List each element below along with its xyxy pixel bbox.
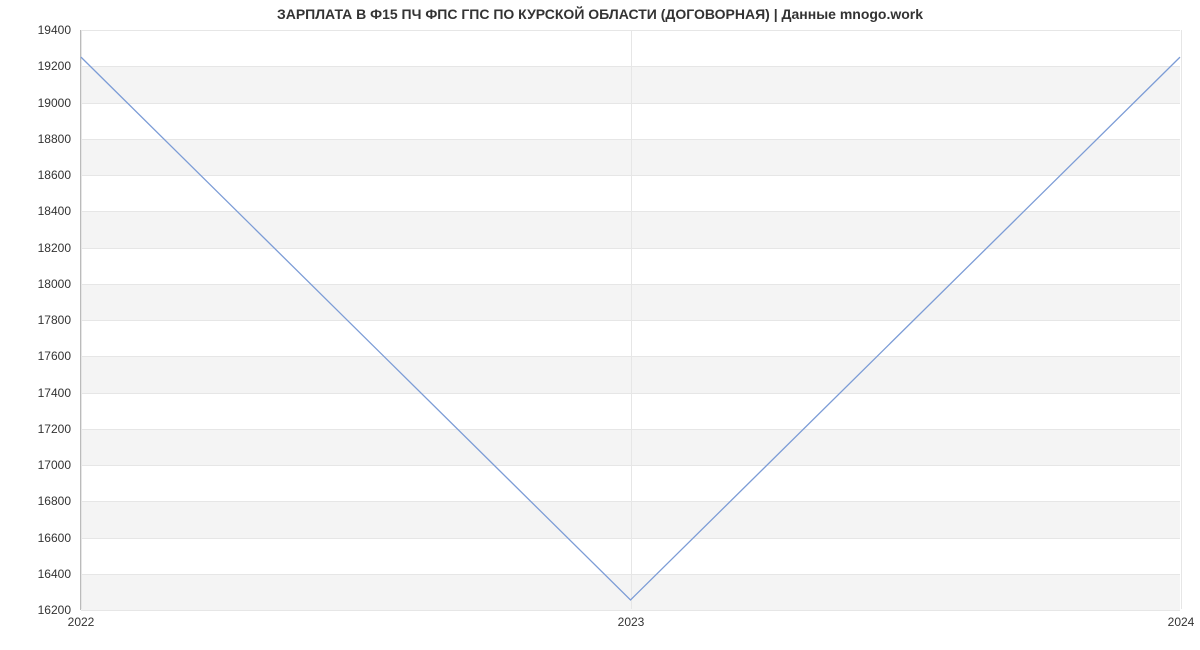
y-tick-label: 16600	[3, 531, 81, 545]
y-gridline	[81, 610, 1180, 611]
x-tick-label: 2023	[618, 615, 645, 629]
y-tick-label: 18600	[3, 168, 81, 182]
y-tick-label: 17800	[3, 313, 81, 327]
x-tick-label: 2024	[1168, 615, 1195, 629]
plot-area: 1620016400166001680017000172001740017600…	[80, 30, 1180, 610]
series-line-salary	[81, 57, 1180, 600]
y-tick-label: 17000	[3, 458, 81, 472]
y-tick-label: 16400	[3, 567, 81, 581]
y-tick-label: 17400	[3, 386, 81, 400]
x-gridline	[1181, 30, 1182, 609]
y-tick-label: 17600	[3, 349, 81, 363]
y-tick-label: 17200	[3, 422, 81, 436]
y-tick-label: 18200	[3, 241, 81, 255]
y-tick-label: 19000	[3, 96, 81, 110]
y-tick-label: 18400	[3, 204, 81, 218]
y-tick-label: 18000	[3, 277, 81, 291]
y-tick-label: 16800	[3, 494, 81, 508]
chart-title: ЗАРПЛАТА В Ф15 ПЧ ФПС ГПС ПО КУРСКОЙ ОБЛ…	[0, 6, 1200, 22]
series-layer	[81, 30, 1180, 609]
y-tick-label: 19200	[3, 59, 81, 73]
y-tick-label: 18800	[3, 132, 81, 146]
salary-chart: ЗАРПЛАТА В Ф15 ПЧ ФПС ГПС ПО КУРСКОЙ ОБЛ…	[0, 0, 1200, 650]
y-tick-label: 19400	[3, 23, 81, 37]
x-tick-label: 2022	[68, 615, 95, 629]
